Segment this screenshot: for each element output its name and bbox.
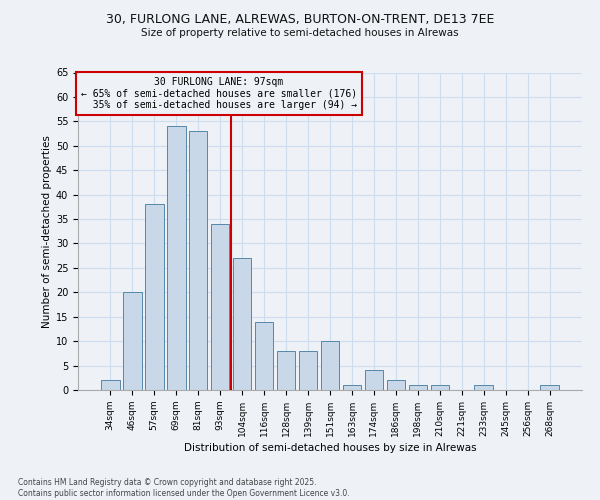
- Text: Contains HM Land Registry data © Crown copyright and database right 2025.
Contai: Contains HM Land Registry data © Crown c…: [18, 478, 350, 498]
- Bar: [386, 380, 405, 390]
- Bar: [145, 204, 164, 390]
- Bar: [541, 385, 559, 390]
- Bar: [431, 385, 449, 390]
- Bar: [299, 351, 317, 390]
- Bar: [189, 131, 208, 390]
- Text: 30, FURLONG LANE, ALREWAS, BURTON-ON-TRENT, DE13 7EE: 30, FURLONG LANE, ALREWAS, BURTON-ON-TRE…: [106, 12, 494, 26]
- Bar: [365, 370, 383, 390]
- Bar: [475, 385, 493, 390]
- Bar: [123, 292, 142, 390]
- Bar: [233, 258, 251, 390]
- Bar: [320, 341, 340, 390]
- Bar: [167, 126, 185, 390]
- Y-axis label: Number of semi-detached properties: Number of semi-detached properties: [41, 135, 52, 328]
- Bar: [409, 385, 427, 390]
- Bar: [343, 385, 361, 390]
- Text: Size of property relative to semi-detached houses in Alrewas: Size of property relative to semi-detach…: [141, 28, 459, 38]
- Bar: [277, 351, 295, 390]
- Bar: [255, 322, 274, 390]
- Bar: [211, 224, 229, 390]
- Text: 30 FURLONG LANE: 97sqm
← 65% of semi-detached houses are smaller (176)
  35% of : 30 FURLONG LANE: 97sqm ← 65% of semi-det…: [81, 78, 357, 110]
- X-axis label: Distribution of semi-detached houses by size in Alrewas: Distribution of semi-detached houses by …: [184, 443, 476, 453]
- Bar: [101, 380, 119, 390]
